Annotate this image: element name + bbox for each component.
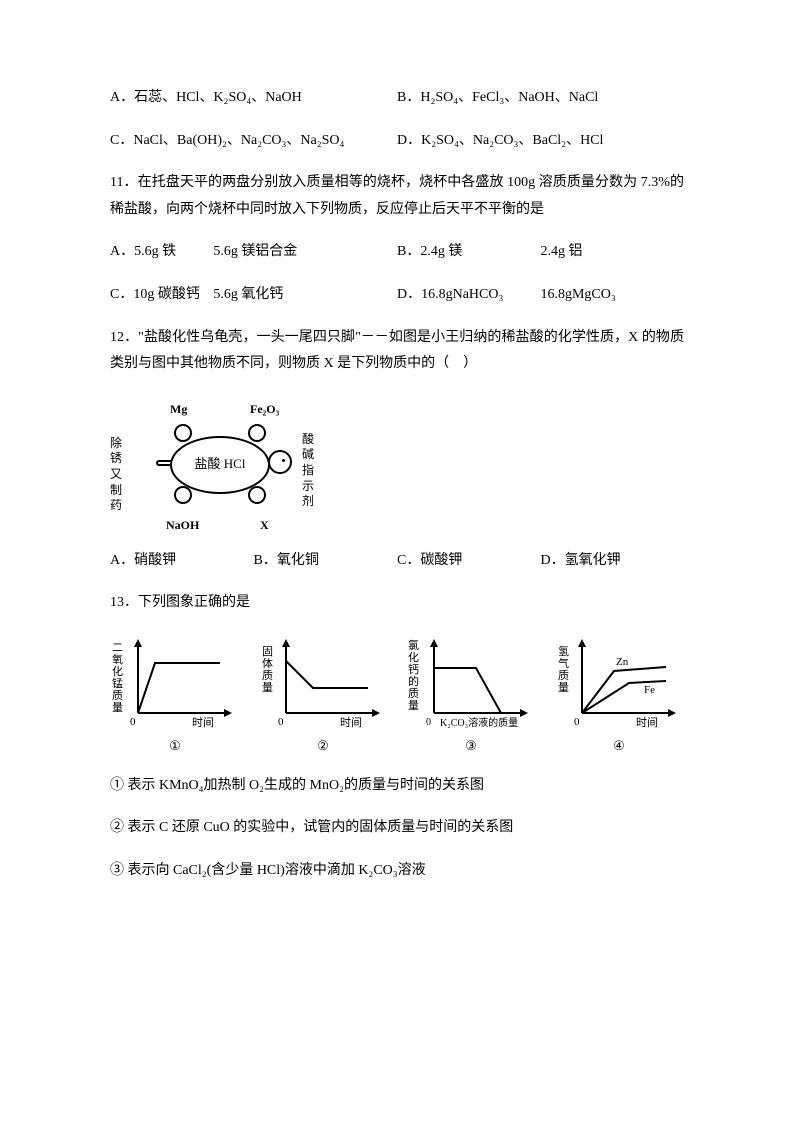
- svg-text:Zn: Zn: [616, 656, 629, 668]
- q11-a2: 5.6g 镁铝合金: [213, 239, 397, 266]
- q10-option-a: A．石蕊、HCl、K₂SO₄、NaOH: [110, 85, 397, 112]
- svg-text:氧: 氧: [112, 652, 123, 666]
- turtle-left-text: 除锈又制药: [110, 436, 130, 514]
- svg-text:固: 固: [262, 645, 273, 658]
- q13-s1: ① 表示 KMnO₄加热制 O₂生成的 MnO₂的质量与时间的关系图: [110, 773, 684, 800]
- q11-row2: C．10g 碳酸钙 5.6g 氧化钙 D．16.8gNaHCO₃ 16.8gMg…: [110, 282, 684, 309]
- q11-c1: C．10g 碳酸钙: [110, 282, 213, 309]
- svg-text:量: 量: [408, 699, 419, 712]
- svg-text:K₂CO₃溶液的质量: K₂CO₃溶液的质量: [440, 716, 518, 728]
- turtle-naoh: NaOH: [166, 514, 199, 537]
- q12-text: 12．"盐酸化性乌龟壳，一头一尾四只脚"－－如图是小王归纳的稀盐酸的化学性质，X…: [110, 325, 684, 378]
- q11-b2: 2.4g 铝: [540, 239, 684, 266]
- turtle-diagram: Mg Fe₂O₃ NaOH X 除锈又制药 酸碱指示剂 盐酸 HCl: [110, 394, 330, 534]
- chart-2: 固 体 质 量 0 时间: [258, 633, 388, 728]
- q12-option-c: C．碳酸钾: [397, 548, 541, 575]
- charts-row: 二 氧 化 锰 质 量 0 时间 固 体 质 量 0 时间: [110, 633, 684, 728]
- chart-num-1: ①: [110, 734, 240, 759]
- svg-text:锰: 锰: [112, 676, 123, 690]
- turtle-leg-icon: [248, 486, 266, 504]
- turtle-leg-icon: [174, 486, 192, 504]
- svg-text:0: 0: [426, 717, 431, 728]
- svg-text:时间: 时间: [192, 716, 214, 728]
- q12-options: A．硝酸钾 B．氧化铜 C．碳酸钾 D．氢氧化钾: [110, 548, 684, 575]
- svg-text:气: 气: [558, 656, 569, 670]
- q12-option-a: A．硝酸钾: [110, 548, 254, 575]
- turtle-right-text: 酸碱指示剂: [302, 432, 322, 510]
- q11-a1: A．5.6g 铁: [110, 239, 213, 266]
- svg-text:Fe: Fe: [644, 684, 655, 696]
- chart-num-2: ②: [258, 734, 388, 759]
- q10-row1: A．石蕊、HCl、K₂SO₄、NaOH B．H₂SO₄、FeCl₃、NaOH、N…: [110, 85, 684, 112]
- turtle-mg: Mg: [170, 398, 187, 421]
- svg-text:量: 量: [262, 681, 273, 694]
- turtle-shell: 盐酸 HCl: [170, 436, 270, 494]
- q10-option-d: D．K₂SO₄、Na₂CO₃、BaCl₂、HCl: [397, 128, 684, 155]
- svg-text:体: 体: [262, 656, 273, 670]
- q11-text: 11．在托盘天平的两盘分别放入质量相等的烧杯，烧杯中各盛放 100g 溶质质量分…: [110, 170, 684, 223]
- svg-text:化: 化: [112, 664, 123, 678]
- turtle-head-icon: [268, 450, 292, 474]
- q12-option-d: D．氢氧化钾: [541, 548, 685, 575]
- svg-text:量: 量: [112, 701, 123, 714]
- turtle-x: X: [260, 514, 269, 537]
- chart-4: Zn Fe 氢 气 质 量 0 时间: [554, 633, 684, 728]
- svg-text:0: 0: [278, 716, 284, 728]
- q11-d2: 16.8gMgCO₃: [540, 282, 684, 309]
- chart-num-4: ④: [554, 734, 684, 759]
- svg-text:氢: 氢: [558, 644, 569, 658]
- svg-text:质: 质: [262, 669, 273, 682]
- turtle-fe2o3: Fe₂O₃: [250, 398, 279, 421]
- q11-d1: D．16.8gNaHCO₃: [397, 282, 541, 309]
- q11-b1: B．2.4g 镁: [397, 239, 541, 266]
- chart-1: 二 氧 化 锰 质 量 0 时间: [110, 633, 240, 728]
- chart-num-3: ③: [406, 734, 536, 759]
- turtle-leg-icon: [248, 424, 266, 442]
- q13-s3: ③ 表示向 CaCl₂(含少量 HCl)溶液中滴加 K₂CO₃溶液: [110, 858, 684, 885]
- chart-numbers: ① ② ③ ④: [110, 734, 684, 759]
- svg-text:质: 质: [408, 687, 419, 700]
- svg-text:时间: 时间: [636, 716, 658, 728]
- turtle-center-label: 盐酸 HCl: [195, 452, 246, 477]
- q13-text: 13．下列图象正确的是: [110, 590, 684, 617]
- q12-option-b: B．氧化铜: [254, 548, 398, 575]
- svg-text:0: 0: [574, 716, 580, 728]
- q10-row2: C．NaCl、Ba(OH)₂、Na₂CO₃、Na₂SO₄ D．K₂SO₄、Na₂…: [110, 128, 684, 155]
- svg-text:0: 0: [130, 716, 136, 728]
- svg-text:量: 量: [558, 681, 569, 694]
- svg-text:化: 化: [408, 650, 419, 664]
- turtle-leg-icon: [174, 424, 192, 442]
- svg-text:氯: 氯: [408, 638, 419, 652]
- q11-c2: 5.6g 氧化钙: [213, 282, 397, 309]
- svg-text:质: 质: [112, 689, 123, 702]
- svg-text:钙: 钙: [408, 662, 419, 676]
- q10-option-c: C．NaCl、Ba(OH)₂、Na₂CO₃、Na₂SO₄: [110, 128, 397, 155]
- svg-text:时间: 时间: [340, 716, 362, 728]
- q13-s2: ② 表示 C 还原 CuO 的实验中，试管内的固体质量与时间的关系图: [110, 815, 684, 842]
- svg-text:的: 的: [408, 674, 419, 688]
- svg-text:二: 二: [112, 642, 123, 654]
- svg-text:质: 质: [558, 669, 569, 682]
- q11-row1: A．5.6g 铁 5.6g 镁铝合金 B．2.4g 镁 2.4g 铝: [110, 239, 684, 266]
- q10-option-b: B．H₂SO₄、FeCl₃、NaOH、NaCl: [397, 85, 684, 112]
- chart-3: 氯 化 钙 的 质 量 0 K₂CO₃溶液的质量: [406, 633, 536, 728]
